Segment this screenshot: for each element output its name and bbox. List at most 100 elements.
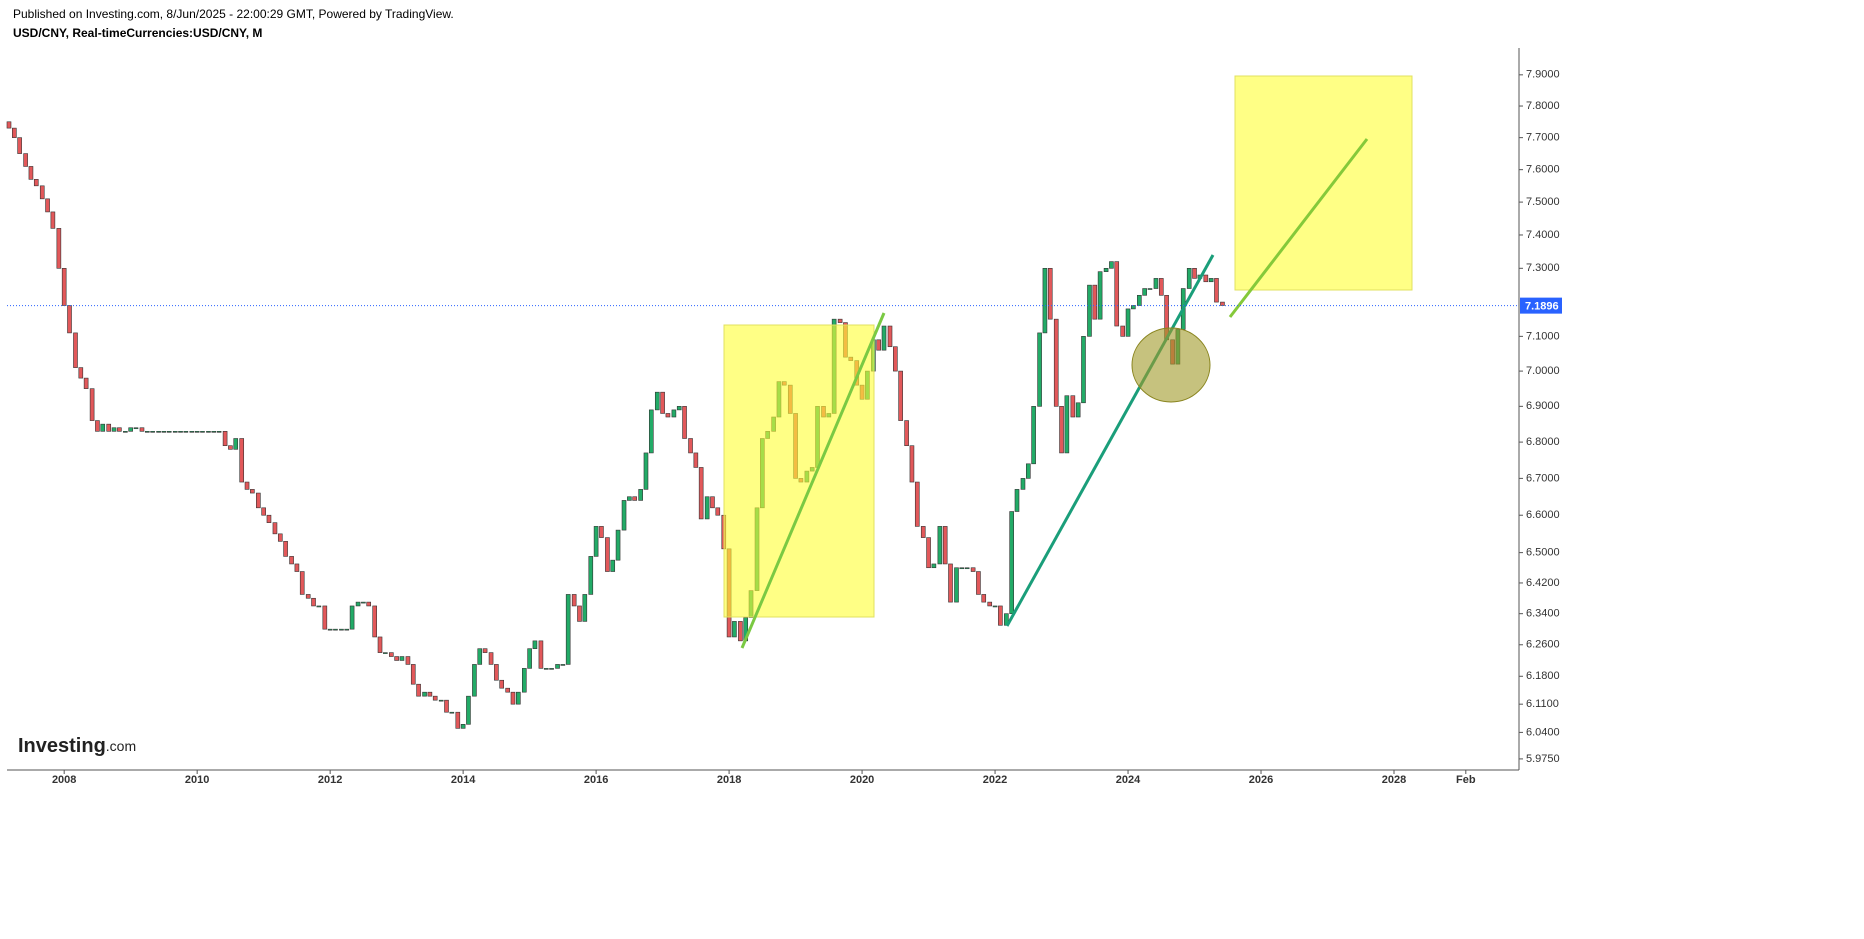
candle-body [1125, 308, 1131, 337]
candle-body [156, 431, 161, 433]
candle-body [56, 228, 62, 269]
highlight-box [723, 324, 875, 618]
candle-body [432, 695, 438, 701]
candle-body [123, 431, 128, 433]
x-tick-label: 2016 [584, 774, 608, 786]
candle-body [1092, 284, 1098, 320]
candle-body [305, 594, 311, 599]
candle-body [222, 431, 228, 447]
candle-body [17, 137, 22, 154]
candle-body [394, 656, 399, 661]
y-tick-label: 6.1800 [1526, 670, 1560, 682]
candle-body [366, 601, 372, 607]
candle-body [738, 621, 743, 642]
candle-body [161, 431, 167, 433]
candle-body [1203, 274, 1209, 283]
candle-body [632, 496, 637, 501]
x-tick-label: 2008 [52, 774, 76, 786]
candle-body [660, 391, 665, 414]
candle-body [416, 683, 421, 697]
candle-body [505, 687, 510, 693]
candle-body [1031, 406, 1036, 465]
candle-body [294, 563, 300, 572]
candle-body [1158, 278, 1164, 296]
candle-body [582, 594, 588, 622]
candle-body [1053, 318, 1059, 407]
candle-body [50, 211, 56, 229]
candle-body [460, 724, 466, 729]
candle-body [444, 699, 449, 713]
candle-body [588, 556, 594, 595]
candle-body [1120, 325, 1126, 337]
candle-body [1153, 278, 1159, 289]
candle-body [1059, 406, 1064, 454]
y-tick-label: 6.5000 [1526, 547, 1560, 559]
candle-body [948, 563, 953, 603]
x-tick-label: 2010 [185, 774, 209, 786]
candle-body [344, 628, 350, 631]
target-box [1234, 75, 1413, 291]
candle-body [39, 185, 45, 200]
candle-body [322, 605, 328, 630]
y-tick-label: 7.3000 [1526, 262, 1560, 274]
y-tick-label: 6.8000 [1526, 436, 1560, 448]
x-tick-label: 2014 [451, 774, 476, 786]
candle-body [133, 427, 139, 430]
candle-body [981, 594, 987, 603]
candle-body [1020, 478, 1026, 490]
candle-body [987, 601, 993, 607]
candle-body [172, 431, 178, 433]
candle-body [333, 628, 338, 631]
candles [6, 121, 1225, 729]
candle-body [715, 507, 721, 516]
candle-body [399, 656, 405, 661]
candle-body [277, 533, 283, 542]
candle-body [560, 664, 566, 666]
candle-body [216, 431, 222, 433]
candle-body [339, 628, 344, 631]
candle-body [189, 431, 195, 433]
highlight-ellipse [1131, 327, 1211, 403]
candle-body [488, 652, 494, 665]
trend-line [740, 312, 886, 649]
candle-body [244, 481, 250, 490]
logo: Investing.com [18, 735, 136, 757]
candle-body [1147, 288, 1153, 290]
candle-body [67, 305, 72, 334]
y-tick-label: 7.7000 [1526, 132, 1560, 144]
candle-body [494, 664, 499, 681]
candle-body [250, 489, 255, 494]
candle-body [61, 268, 67, 306]
candle-body [477, 648, 483, 665]
candle-body [643, 452, 649, 490]
x-tick-label: 2024 [1116, 774, 1141, 786]
candle-body [372, 605, 377, 638]
candle-body [349, 605, 355, 630]
candle-body [78, 367, 84, 379]
candle-body [954, 567, 959, 603]
candle-body [638, 489, 643, 501]
candle-body [89, 388, 95, 421]
candle-body [211, 431, 217, 433]
candle-body [893, 346, 898, 372]
candle-body [682, 406, 687, 439]
x-tick-label: 2022 [983, 774, 1007, 786]
candle-body [732, 621, 737, 638]
candle-body [178, 431, 183, 433]
y-tick-label: 6.6000 [1526, 509, 1560, 521]
candle-body [100, 423, 106, 432]
y-tick-label: 7.5000 [1526, 196, 1560, 208]
candle-body [355, 601, 361, 607]
candle-body [1014, 489, 1020, 512]
candle-body [405, 656, 411, 665]
candle-body [117, 427, 122, 432]
candle-body [183, 431, 189, 433]
candle-body [499, 679, 504, 689]
candle-body [571, 594, 577, 607]
logo-suffix: .com [106, 738, 136, 754]
y-tick-label: 7.0000 [1526, 365, 1560, 377]
candle-body [316, 605, 322, 608]
last-price-label: 7.1896 [1525, 301, 1559, 313]
symbol-title: USD/CNY, Real-timeCurrencies:USD/CNY, M [13, 26, 262, 40]
